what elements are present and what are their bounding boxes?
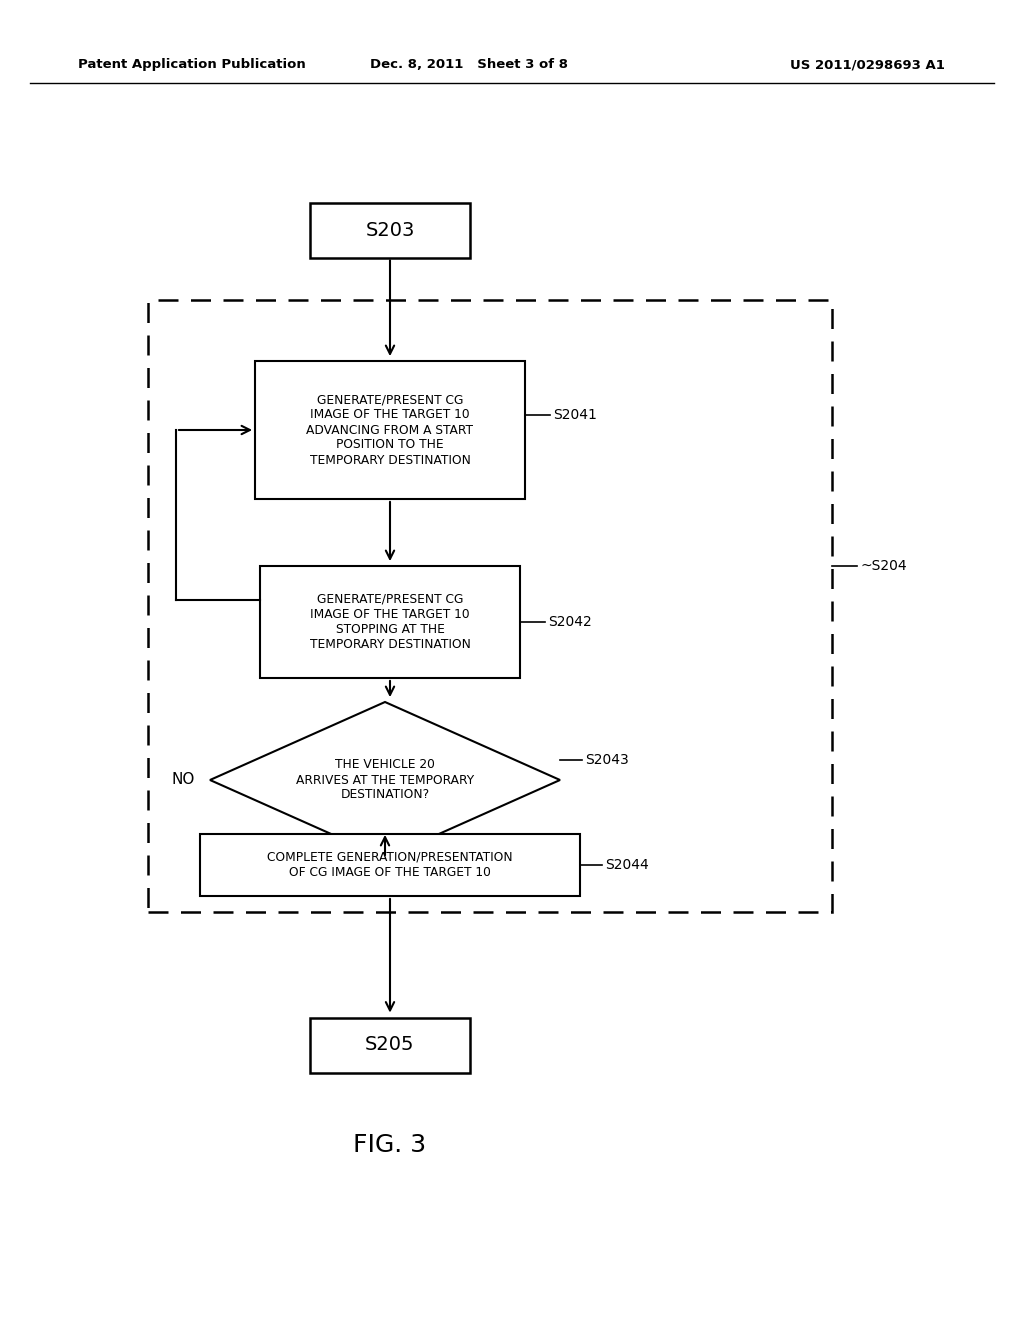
Text: THE VEHICLE 20
ARRIVES AT THE TEMPORARY
DESTINATION?: THE VEHICLE 20 ARRIVES AT THE TEMPORARY … — [296, 759, 474, 801]
Bar — [148, 300, 831, 912]
Bar — [310, 1018, 470, 1072]
Text: ~S204: ~S204 — [860, 558, 906, 573]
Text: Patent Application Publication: Patent Application Publication — [78, 58, 306, 71]
Text: COMPLETE GENERATION/PRESENTATION
OF CG IMAGE OF THE TARGET 10: COMPLETE GENERATION/PRESENTATION OF CG I… — [267, 851, 513, 879]
Text: S2041: S2041 — [553, 408, 597, 422]
Bar — [310, 202, 470, 257]
Text: S2044: S2044 — [605, 858, 649, 873]
Bar — [200, 834, 580, 896]
Text: S205: S205 — [366, 1035, 415, 1055]
Text: FIG. 3: FIG. 3 — [353, 1133, 427, 1158]
Text: S2043: S2043 — [585, 752, 629, 767]
Bar — [255, 360, 525, 499]
Text: Dec. 8, 2011   Sheet 3 of 8: Dec. 8, 2011 Sheet 3 of 8 — [370, 58, 568, 71]
Text: S2042: S2042 — [548, 615, 592, 630]
Text: S203: S203 — [366, 220, 415, 239]
Polygon shape — [210, 702, 560, 858]
Text: US 2011/0298693 A1: US 2011/0298693 A1 — [790, 58, 945, 71]
Text: NO: NO — [172, 772, 195, 788]
Bar — [260, 566, 520, 678]
Text: GENERATE/PRESENT CG
IMAGE OF THE TARGET 10
STOPPING AT THE
TEMPORARY DESTINATION: GENERATE/PRESENT CG IMAGE OF THE TARGET … — [309, 593, 470, 651]
Text: GENERATE/PRESENT CG
IMAGE OF THE TARGET 10
ADVANCING FROM A START
POSITION TO TH: GENERATE/PRESENT CG IMAGE OF THE TARGET … — [306, 393, 473, 466]
Text: YES: YES — [352, 878, 381, 894]
